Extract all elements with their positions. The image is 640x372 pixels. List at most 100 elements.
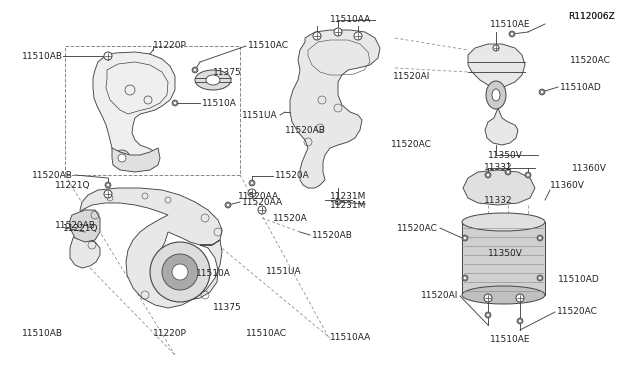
Text: 11520AI: 11520AI [392,71,430,80]
Circle shape [509,31,515,37]
Text: 11520AC: 11520AC [391,140,432,148]
Text: 11520AC: 11520AC [397,224,438,232]
Polygon shape [112,148,160,172]
Circle shape [174,102,176,104]
Circle shape [464,237,466,239]
Circle shape [227,204,229,206]
Circle shape [484,294,492,302]
Circle shape [462,275,468,281]
Circle shape [487,314,489,316]
Circle shape [258,206,266,214]
Text: R112006Z: R112006Z [568,12,615,20]
Circle shape [104,52,112,60]
Ellipse shape [462,213,545,231]
Circle shape [172,100,178,106]
Circle shape [354,32,362,40]
Circle shape [251,182,253,184]
Text: 11350V: 11350V [488,151,523,160]
Text: 11510A: 11510A [202,99,237,108]
Text: 11510AD: 11510AD [560,83,602,92]
Ellipse shape [486,81,506,109]
Text: 11520AC: 11520AC [570,55,611,64]
Circle shape [516,294,524,302]
Polygon shape [468,44,525,145]
Circle shape [505,169,511,175]
Circle shape [192,67,198,73]
Circle shape [507,171,509,173]
Circle shape [150,242,210,302]
Circle shape [313,32,321,40]
Circle shape [334,28,342,36]
Circle shape [249,180,255,186]
Circle shape [511,33,513,35]
Text: 11510AC: 11510AC [248,41,289,49]
Circle shape [485,312,491,318]
Text: 11520AB: 11520AB [312,231,353,240]
Circle shape [527,174,529,176]
Polygon shape [463,170,535,205]
Text: 11510AC: 11510AC [246,328,287,337]
Text: R112006Z: R112006Z [568,12,615,20]
Circle shape [248,189,256,197]
Circle shape [107,184,109,186]
Text: 11231M: 11231M [330,201,366,209]
Text: 11332: 11332 [484,163,513,171]
Text: 11332: 11332 [484,196,513,205]
Circle shape [162,254,198,290]
Polygon shape [290,30,380,188]
Circle shape [541,91,543,93]
Ellipse shape [462,286,545,304]
Text: 11510AA: 11510AA [330,333,371,341]
Ellipse shape [206,75,220,85]
Text: 11510AD: 11510AD [558,275,600,283]
Text: 11520AB: 11520AB [32,170,73,180]
Circle shape [485,172,491,178]
Circle shape [335,199,341,205]
Circle shape [337,201,339,203]
Text: 11360V: 11360V [572,164,607,173]
Text: 11360V: 11360V [550,180,585,189]
Ellipse shape [492,89,500,101]
Text: 11510AE: 11510AE [490,336,531,344]
Circle shape [537,275,543,281]
Text: 11520AB: 11520AB [55,221,96,230]
Circle shape [537,235,543,241]
Text: 11231M: 11231M [330,192,366,201]
Text: 11510AB: 11510AB [22,328,63,337]
Circle shape [464,277,466,279]
Circle shape [104,190,112,198]
Circle shape [539,237,541,239]
Text: 11520AC: 11520AC [557,307,598,315]
Text: 11510AA: 11510AA [330,15,371,23]
Polygon shape [70,188,222,308]
Circle shape [225,202,231,208]
Text: 11510AB: 11510AB [22,51,63,61]
Circle shape [105,182,111,188]
Circle shape [487,174,489,176]
Circle shape [539,277,541,279]
Polygon shape [93,52,175,170]
Bar [462,222,545,295]
Circle shape [519,320,521,322]
Text: 11375: 11375 [213,67,242,77]
Circle shape [194,69,196,71]
Circle shape [493,45,499,51]
Text: 11520A: 11520A [275,170,310,180]
Text: 11520A: 11520A [273,214,308,222]
Text: 11375: 11375 [213,304,242,312]
Circle shape [114,150,130,166]
Text: 11520AA: 11520AA [242,198,283,206]
Polygon shape [70,210,100,242]
Circle shape [462,235,468,241]
Text: 1151UA: 1151UA [266,267,302,276]
Text: 11510A: 11510A [196,269,231,278]
Ellipse shape [195,70,231,90]
Text: 11220P: 11220P [153,328,187,337]
Circle shape [525,172,531,178]
Text: 1151UA: 1151UA [243,110,278,119]
Circle shape [517,318,523,324]
Text: 11520AA: 11520AA [238,192,279,201]
Text: 11520AB: 11520AB [285,125,326,135]
Text: 11220P: 11220P [153,41,187,49]
Text: 11221Q: 11221Q [63,224,99,232]
